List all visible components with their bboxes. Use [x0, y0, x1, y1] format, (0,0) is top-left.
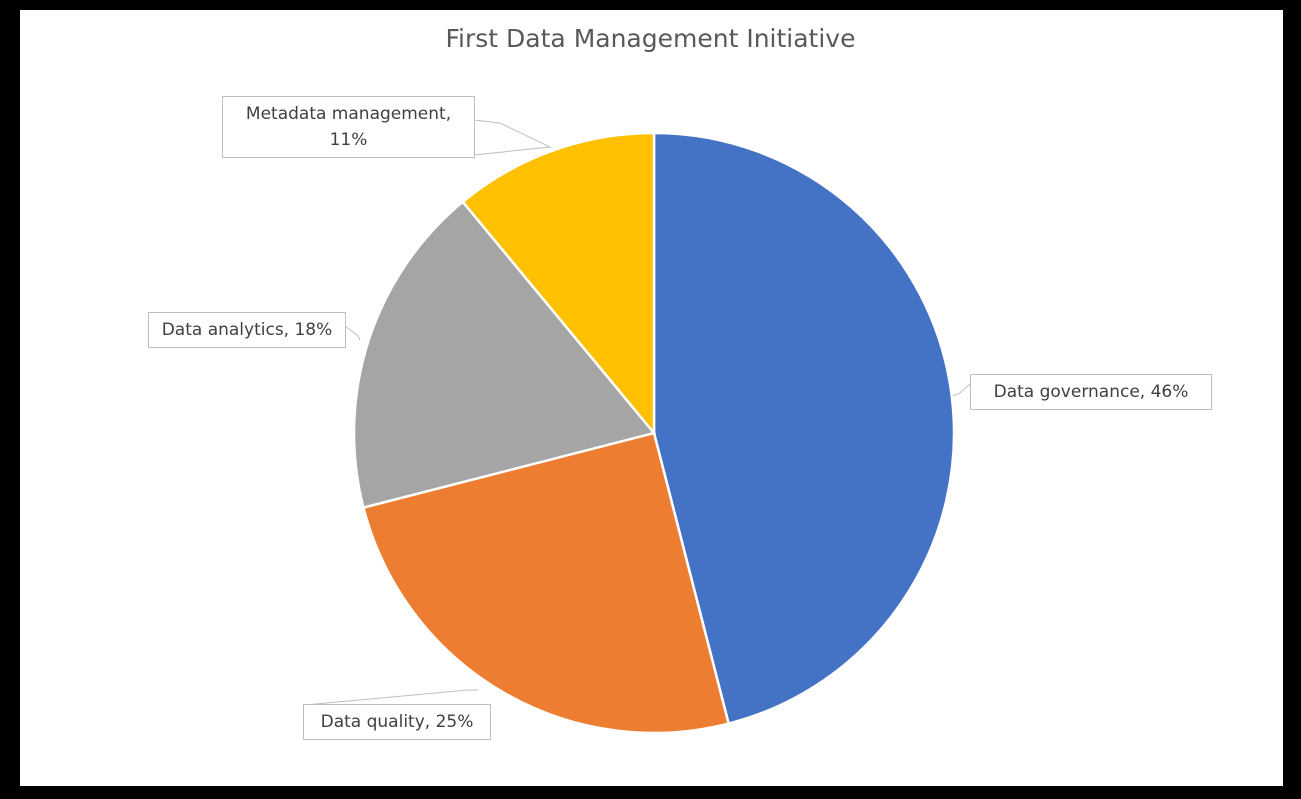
data-label: Data governance, 46%: [970, 374, 1212, 410]
data-label: Data analytics, 18%: [148, 312, 346, 348]
pie-slice: [652, 131, 956, 726]
chart-title: First Data Management Initiative: [445, 24, 856, 53]
leader-line: [344, 325, 361, 341]
leader-line: [473, 119, 552, 156]
leader-line: [304, 689, 478, 706]
pie-slice: [352, 200, 657, 510]
leader-line: [951, 383, 971, 397]
data-label: Data quality, 25%: [303, 704, 491, 740]
pie-slice: [361, 431, 731, 735]
data-label: Metadata management, 11%: [222, 96, 475, 158]
pie-slice: [461, 131, 656, 437]
